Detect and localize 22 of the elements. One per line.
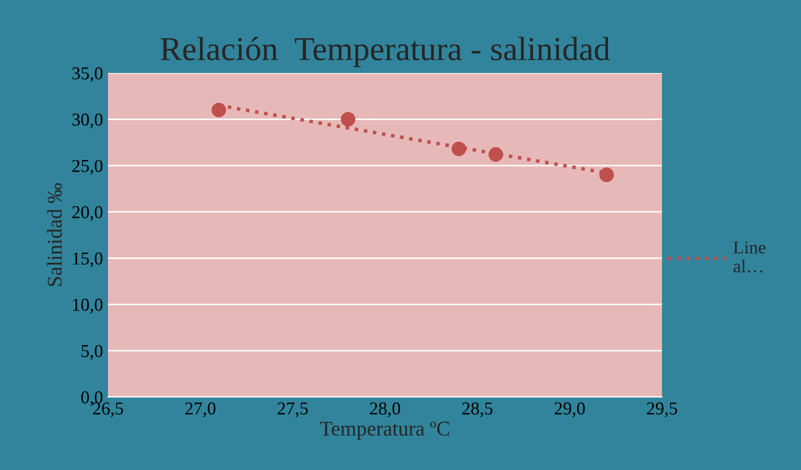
- x-tick-label: 27,5: [278, 402, 308, 418]
- point: [488, 147, 504, 162]
- y-axis-title: Salinidad ‰: [47, 183, 62, 286]
- chart-title: Relación Temperatura - salinidad: [160, 36, 610, 68]
- y-tick-label: 15,0: [73, 252, 102, 268]
- y-tick-label: 10,0: [73, 298, 102, 314]
- x-tick-label: 27,0: [185, 402, 216, 418]
- point: [599, 168, 614, 182]
- y-tick-label: 5,0: [82, 344, 102, 360]
- x-tick-label: 29,0: [554, 402, 585, 418]
- y-tick-label: 20,0: [72, 206, 102, 221]
- point: [212, 102, 226, 118]
- x-tick-label: 28,0: [370, 402, 400, 418]
- x-axis-title: Temperatura ºC: [320, 422, 450, 440]
- y-tick-label: 25,0: [72, 160, 102, 175]
- y-tick-label: 30,0: [72, 114, 102, 128]
- x-tick-label: 28,5: [462, 402, 492, 418]
- y-tick-label: 35,0: [72, 67, 102, 82]
- x-tick-label: 29,5: [646, 402, 678, 418]
- legend-label: Line al…: [734, 241, 766, 273]
- point: [452, 142, 466, 156]
- point: [340, 112, 356, 127]
